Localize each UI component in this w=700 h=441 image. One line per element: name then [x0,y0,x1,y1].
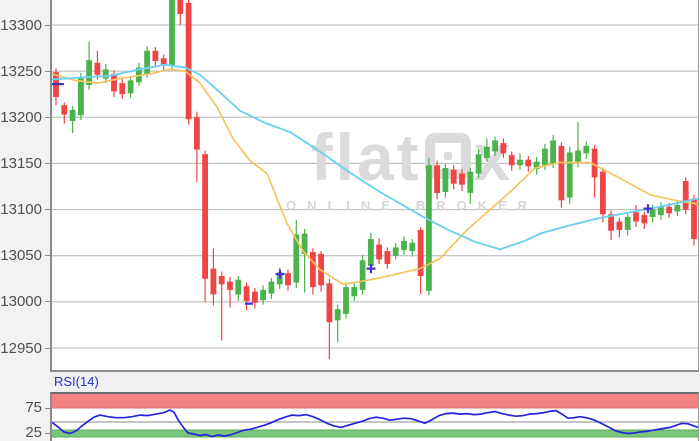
rsi-indicator-label: RSI(14) [54,374,99,389]
rsi-axis-label: 75 [25,399,42,416]
rsi-plot-layer [52,394,698,438]
price-axis-label: 12950 [0,339,42,357]
price-axis-tick [45,209,50,211]
price-axis-tick [45,301,50,303]
price-axis-tick [45,255,50,257]
candles-and-overlays-layer [52,0,698,360]
price-axis-label: 13200 [0,108,42,126]
price-axis-label: 13000 [0,293,42,311]
price-axis-tick [45,162,50,164]
price-chart-panel[interactable]: flat x ONLINE BROKER [50,0,699,372]
rsi-axis-label: 25 [25,424,42,441]
panel-divider-strip [0,372,700,392]
price-axis-label: 13250 [0,62,42,80]
rsi-axis-tick [45,432,50,434]
price-axis-tick [45,24,50,26]
price-axis-label: 13300 [0,16,42,34]
price-axis-tick [45,347,50,349]
price-axis-label: 13150 [0,154,42,172]
rsi-axis-tick [45,407,50,409]
price-axis-label: 13100 [0,201,42,219]
price-axis-tick [45,70,50,72]
price-axis-tick [45,116,50,118]
rsi-indicator-panel[interactable] [50,392,699,441]
price-axis-label: 13050 [0,247,42,265]
price-axis: 13300 13250 13200 13150 13100 13050 13000 12950… [0,0,50,441]
